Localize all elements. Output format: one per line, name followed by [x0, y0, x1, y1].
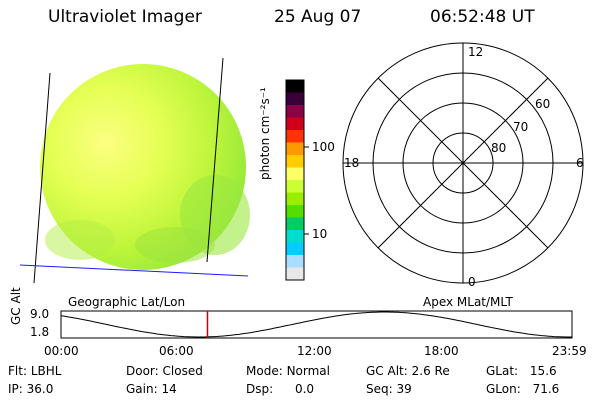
orbit-y-axis-label: GC Alt	[9, 287, 23, 325]
color-bar-segment	[286, 192, 304, 206]
mode-info: Mode: Normal	[246, 364, 330, 378]
orbit-x-tick: 00:00	[44, 344, 79, 358]
orbit-y-tick-min: 1.8	[30, 325, 50, 339]
color-bar-segment	[286, 230, 304, 243]
earth-image	[19, 57, 250, 284]
lat-label-60: 60	[535, 97, 551, 111]
color-bar-segment	[286, 117, 304, 131]
lat-label-80: 80	[491, 141, 507, 155]
color-bar-segment	[286, 80, 304, 93]
color-bar-segment	[286, 180, 304, 193]
ip-info: IP: 36.0	[8, 382, 54, 396]
geographic-coords-label: Geographic Lat/Lon	[68, 295, 186, 309]
orbit-altitude-curve	[60, 311, 572, 338]
latitude-line	[19, 264, 249, 277]
door-info: Door: Closed	[126, 364, 203, 378]
orbit-plot-frame	[60, 310, 573, 339]
color-bar-segment	[286, 205, 304, 218]
color-bar-frame	[285, 79, 305, 281]
gain-info: Gain: 14	[126, 382, 177, 396]
date-label: 25 Aug 07	[274, 7, 362, 27]
orbit-x-tick: 18:00	[424, 344, 459, 358]
dsp-info: Dsp: 0.0	[246, 382, 315, 396]
color-bar-label-100: 100	[312, 140, 335, 154]
orbit-x-tick: 12:00	[297, 344, 332, 358]
color-bar-label-10: 10	[312, 227, 328, 241]
color-bar	[286, 80, 304, 281]
color-bar-segment	[286, 167, 304, 181]
color-bar-segment	[286, 267, 304, 281]
orbit-x-tick: 06:00	[159, 344, 194, 358]
mlt-label-6: 6	[576, 156, 584, 170]
color-bar-segment	[286, 255, 304, 268]
apex-coords-label: Apex MLat/MLT	[423, 295, 513, 309]
gc-alt-info: GC Alt: 2.6 Re	[366, 364, 450, 378]
color-bar-segment	[286, 130, 304, 143]
color-bar-segment	[286, 142, 304, 156]
lat-label-70: 70	[513, 120, 529, 134]
edge-patch	[135, 227, 215, 263]
color-bar-segment	[286, 105, 304, 118]
mlt-label-0: 0	[468, 275, 476, 289]
mlt-label-18: 18	[344, 156, 360, 170]
color-bar-unit-label: photon cm⁻²s⁻¹	[258, 87, 272, 180]
longitude-line	[206, 57, 224, 263]
instrument-title: Ultraviolet Imager	[48, 7, 202, 27]
polar-grid	[342, 42, 584, 284]
glon-info: GLon: 71.6	[486, 382, 560, 396]
mlt-label-12: 12	[468, 45, 484, 59]
orbit-y-tick-max: 9.0	[30, 307, 50, 321]
seq-info: Seq: 39	[366, 382, 412, 396]
color-bar-segment	[286, 217, 304, 231]
longitude-line	[33, 72, 51, 284]
orbit-x-tick: 23:59	[552, 344, 587, 358]
edge-patch	[45, 220, 115, 260]
color-bar-segment	[286, 155, 304, 168]
color-bar-segment	[286, 92, 304, 106]
filter-info: Flt: LBHL	[8, 364, 62, 378]
polar-diagonal	[377, 77, 549, 249]
time-label: 06:52:48 UT	[430, 7, 535, 27]
glat-info: GLat: 15.6	[486, 364, 557, 378]
color-bar-segment	[286, 242, 304, 256]
